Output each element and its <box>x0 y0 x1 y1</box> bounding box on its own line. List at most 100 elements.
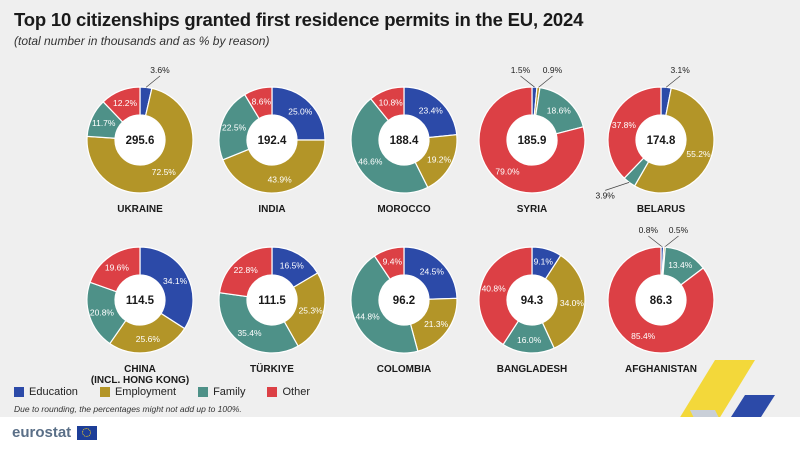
donut-hole-turkiye <box>247 275 297 325</box>
donut-hole-china <box>115 275 165 325</box>
total-belarus: 174.8 <box>647 135 676 147</box>
country-label-bangladesh: BANGLADESH <box>497 364 568 375</box>
leader-line-ukraine-education <box>145 75 161 88</box>
donut-hole-india <box>247 115 297 165</box>
slice-label-belarus-family: 3.9% <box>595 190 615 200</box>
slice-label-belarus-employment: 55.2% <box>686 149 711 159</box>
legend-label-employment: Employment <box>114 386 177 398</box>
total-syria: 185.9 <box>518 135 547 147</box>
legend-swatch-education <box>14 387 24 397</box>
donut-ukraine: 3.6% 72.5% 11.7% 12.2% 295.6 UKRAINE <box>86 65 194 215</box>
donut-morocco: 23.4% 19.2% 46.6% 10.8% 188.4 MOROCCO <box>350 86 458 215</box>
slice-label-afghanistan-other: 85.4% <box>631 331 656 341</box>
slice-label-syria-employment: 0.9% <box>543 65 563 75</box>
donut-china: 34.1% 25.6% 20.8% 19.6% 114.5 CHINA(INCL. HON… <box>86 246 194 386</box>
slice-label-ukraine-education: 3.6% <box>150 65 170 75</box>
slice-label-colombia-family: 44.8% <box>356 312 381 322</box>
country-sublabel-china: (INCL. HONG KONG) <box>91 375 189 386</box>
slice-label-bangladesh-family: 16.0% <box>517 335 542 345</box>
slice-label-china-other: 19.6% <box>105 262 130 272</box>
slice-colombia-family <box>350 255 419 354</box>
leader-line-belarus-family <box>605 182 630 191</box>
legend-label-education: Education <box>29 386 78 398</box>
slice-turkiye-family <box>218 292 299 354</box>
donut-hole-syria <box>507 115 557 165</box>
total-turkiye: 111.5 <box>258 295 286 307</box>
slice-label-colombia-other: 9.4% <box>383 257 403 267</box>
total-china: 114.5 <box>126 295 155 307</box>
slice-label-india-employment: 43.9% <box>268 174 293 184</box>
country-label-belarus: BELARUS <box>637 204 686 215</box>
slice-label-ukraine-family: 11.7% <box>92 118 116 128</box>
slice-label-china-employment: 25.6% <box>136 334 161 344</box>
slice-label-belarus-other: 37.8% <box>612 120 637 130</box>
legend-item-other: Other <box>267 386 310 398</box>
slice-label-bangladesh-employment: 34.0% <box>560 298 585 308</box>
donut-hole-bangladesh <box>507 275 557 325</box>
legend-swatch-other <box>267 387 278 397</box>
donut-belarus: 3.1% 55.2% 3.9% 37.8% 174.8 BELARUS <box>595 65 715 215</box>
slice-label-syria-education: 1.5% <box>511 65 531 75</box>
slice-colombia-other <box>373 246 405 281</box>
donut-afghanistan: 0.8% 0.5% 13.4% 85.4% 86.3 AFGHANISTAN <box>607 225 715 375</box>
rounding-note: Due to rounding, the percentages might n… <box>14 404 242 414</box>
slice-label-morocco-education: 23.4% <box>419 105 444 115</box>
slice-label-bangladesh-other: 40.8% <box>482 284 507 294</box>
slice-label-belarus-education: 3.1% <box>670 65 690 75</box>
leader-line-syria-employment <box>538 75 553 88</box>
slice-label-ukraine-employment: 72.5% <box>152 167 177 177</box>
total-india: 192.4 <box>258 135 287 147</box>
donut-hole-colombia <box>379 275 429 325</box>
slice-label-china-education: 34.1% <box>163 276 188 286</box>
total-ukraine: 295.6 <box>126 135 155 147</box>
slice-label-turkiye-employment: 25.3% <box>299 305 324 315</box>
footer-bar <box>0 417 800 450</box>
total-bangladesh: 94.3 <box>521 295 543 307</box>
total-morocco: 188.4 <box>390 135 419 147</box>
slice-label-india-family: 22.5% <box>222 122 247 132</box>
country-label-afghanistan: AFGHANISTAN <box>625 364 697 375</box>
eu-flag-icon <box>77 425 98 440</box>
total-colombia: 96.2 <box>393 295 415 307</box>
slice-label-morocco-employment: 19.2% <box>427 154 452 164</box>
slice-label-india-other: 8.6% <box>252 96 272 106</box>
slice-india-employment <box>222 139 326 194</box>
country-label-ukraine: UKRAINE <box>117 204 163 215</box>
donut-hole-ukraine <box>115 115 165 165</box>
chart-title: Top 10 citizenships granted first reside… <box>14 9 584 30</box>
legend-swatch-family <box>198 387 209 397</box>
slice-label-turkiye-other: 22.8% <box>234 265 259 275</box>
slice-label-afghanistan-education: 0.8% <box>639 225 659 235</box>
slice-label-afghanistan-family: 13.4% <box>668 260 693 270</box>
slice-label-colombia-employment: 21.3% <box>424 319 449 329</box>
slice-morocco-family <box>350 97 429 194</box>
slice-label-morocco-other: 10.8% <box>379 97 404 107</box>
slice-label-bangladesh-education: 9.1% <box>534 257 554 267</box>
brand-name: eurostat <box>12 424 72 441</box>
legend-label-other: Other <box>282 386 310 398</box>
slice-turkiye-other <box>218 246 273 298</box>
total-afghanistan: 86.3 <box>650 295 672 307</box>
slice-bangladesh-employment <box>541 254 586 349</box>
slice-china-education <box>139 246 194 330</box>
country-label-china: CHINA <box>124 364 156 375</box>
chart-subtitle: (total number in thousands and as % by r… <box>14 34 270 48</box>
country-label-india: INDIA <box>258 204 285 215</box>
slice-label-china-family: 20.8% <box>90 307 115 317</box>
country-label-syria: SYRIA <box>517 204 548 215</box>
slice-belarus-employment <box>633 87 715 194</box>
legend-swatch-employment <box>99 387 110 397</box>
leader-line-afghanistan-employment <box>664 235 679 248</box>
donut-india: 25.0% 43.9% 22.5% 8.6% 192.4 INDIA <box>218 86 326 215</box>
slice-afghanistan-other <box>607 246 715 354</box>
slice-india-other <box>243 86 273 120</box>
slice-china-other <box>89 246 141 293</box>
slice-china-employment <box>108 312 186 354</box>
legend-label-family: Family <box>213 386 246 398</box>
donut-hole-belarus <box>636 115 686 165</box>
slice-belarus-other <box>607 86 662 180</box>
slice-label-colombia-education: 24.5% <box>420 266 445 276</box>
slice-label-turkiye-education: 16.5% <box>280 260 305 270</box>
slice-label-syria-other: 79.0% <box>495 167 520 177</box>
slice-label-ukraine-other: 12.2% <box>113 98 138 108</box>
